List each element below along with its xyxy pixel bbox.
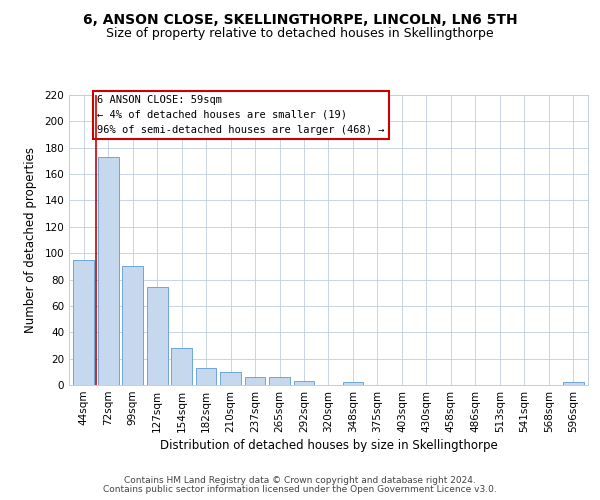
Text: Contains HM Land Registry data © Crown copyright and database right 2024.: Contains HM Land Registry data © Crown c… xyxy=(124,476,476,485)
Text: 6 ANSON CLOSE: 59sqm
← 4% of detached houses are smaller (19)
96% of semi-detach: 6 ANSON CLOSE: 59sqm ← 4% of detached ho… xyxy=(97,95,385,134)
Bar xyxy=(245,377,265,385)
Y-axis label: Number of detached properties: Number of detached properties xyxy=(25,147,37,333)
Bar xyxy=(343,382,364,385)
Bar xyxy=(293,381,314,385)
X-axis label: Distribution of detached houses by size in Skellingthorpe: Distribution of detached houses by size … xyxy=(160,439,497,452)
Bar xyxy=(147,288,167,385)
Bar xyxy=(269,377,290,385)
Text: Contains public sector information licensed under the Open Government Licence v3: Contains public sector information licen… xyxy=(103,484,497,494)
Bar xyxy=(563,382,584,385)
Text: 6, ANSON CLOSE, SKELLINGTHORPE, LINCOLN, LN6 5TH: 6, ANSON CLOSE, SKELLINGTHORPE, LINCOLN,… xyxy=(83,12,517,26)
Text: Size of property relative to detached houses in Skellingthorpe: Size of property relative to detached ho… xyxy=(106,28,494,40)
Bar xyxy=(73,260,94,385)
Bar xyxy=(220,372,241,385)
Bar xyxy=(171,348,192,385)
Bar xyxy=(98,157,119,385)
Bar xyxy=(196,368,217,385)
Bar xyxy=(122,266,143,385)
